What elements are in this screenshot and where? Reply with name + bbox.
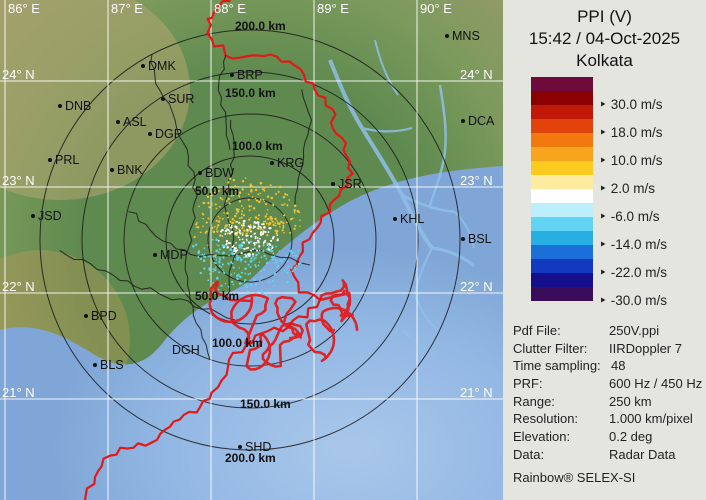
svg-text:DGH: DGH <box>172 343 200 357</box>
svg-text:88° E: 88° E <box>214 1 246 16</box>
svg-text:DNB: DNB <box>65 99 91 113</box>
svg-text:KRG: KRG <box>277 156 304 170</box>
svg-text:BDW: BDW <box>205 166 234 180</box>
svg-text:50.0 km: 50.0 km <box>195 289 239 303</box>
svg-text:89° E: 89° E <box>317 1 349 16</box>
svg-text:90° E: 90° E <box>420 1 452 16</box>
svg-text:BPD: BPD <box>91 309 117 323</box>
svg-text:87° E: 87° E <box>111 1 143 16</box>
svg-text:DGP: DGP <box>155 127 182 141</box>
svg-text:ASL: ASL <box>123 115 147 129</box>
svg-text:200.0 km: 200.0 km <box>235 19 286 33</box>
svg-text:BNK: BNK <box>117 163 143 177</box>
svg-text:21° N: 21° N <box>2 385 35 400</box>
svg-text:BSL: BSL <box>468 232 492 246</box>
svg-text:24° N: 24° N <box>2 67 35 82</box>
svg-text:DMK: DMK <box>148 59 176 73</box>
svg-text:MNS: MNS <box>452 29 480 43</box>
svg-text:SUR: SUR <box>168 92 194 106</box>
svg-text:100.0 km: 100.0 km <box>212 336 263 350</box>
svg-text:KHL: KHL <box>400 212 424 226</box>
svg-text:150.0 km: 150.0 km <box>240 397 291 411</box>
svg-text:23° N: 23° N <box>2 173 35 188</box>
svg-text:22° N: 22° N <box>460 279 493 294</box>
svg-text:100.0 km: 100.0 km <box>232 139 283 153</box>
svg-text:JSR: JSR <box>338 177 362 191</box>
svg-text:24° N: 24° N <box>460 67 493 82</box>
svg-text:JSD: JSD <box>38 209 62 223</box>
svg-text:21° N: 21° N <box>460 385 493 400</box>
svg-text:DCA: DCA <box>468 114 495 128</box>
svg-text:PRL: PRL <box>55 153 79 167</box>
svg-text:150.0 km: 150.0 km <box>225 86 276 100</box>
svg-text:23° N: 23° N <box>460 173 493 188</box>
svg-text:86° E: 86° E <box>8 1 40 16</box>
svg-text:BLS: BLS <box>100 358 124 372</box>
svg-text:SHD: SHD <box>245 440 271 454</box>
svg-text:MDP: MDP <box>160 248 188 262</box>
svg-text:50.0 km: 50.0 km <box>195 184 239 198</box>
svg-text:BRP: BRP <box>237 68 263 82</box>
svg-text:22° N: 22° N <box>2 279 35 294</box>
